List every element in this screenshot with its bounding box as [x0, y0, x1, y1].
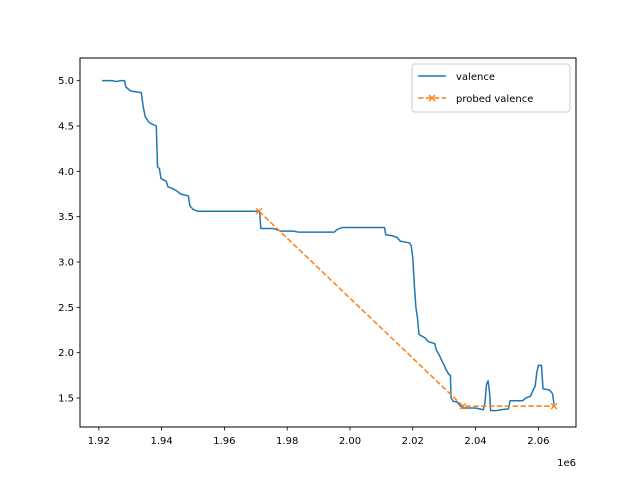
- y-tick-label: 4.0: [58, 167, 74, 178]
- ticks-layer: 1.92 1.94 1.96 1.98 2.00 2.02 2.04 2.06 1.5 2.0 2.…: [58, 76, 549, 447]
- legend-marker-probed-valence: [428, 94, 436, 102]
- legend-label-valence: valence: [456, 72, 495, 83]
- x-tick-label: 2.02: [402, 436, 424, 447]
- y-tick-label: 2.0: [58, 348, 74, 359]
- x-tick-label: 1.94: [150, 436, 172, 447]
- data-point-probed-valence-0: [255, 207, 263, 215]
- y-tick-label: 4.5: [58, 121, 74, 132]
- y-tick-label: 3.5: [58, 212, 74, 223]
- x-offset-label: 1e6: [557, 458, 576, 469]
- data-point-probed-valence-2: [550, 402, 558, 410]
- y-tick-label: 1.5: [58, 393, 74, 404]
- x-tick-label: 1.98: [276, 436, 298, 447]
- x-tick-label: 1.96: [213, 436, 235, 447]
- x-tick-label: 2.00: [339, 436, 361, 447]
- x-tick-label: 1.92: [88, 436, 110, 447]
- legend-frame: [411, 63, 571, 113]
- plot-frame: [79, 57, 577, 428]
- plot-layer: [101, 79, 558, 412]
- legend-label-probed-valence: probed valence: [456, 94, 533, 105]
- y-tick-label: 3.0: [58, 257, 74, 268]
- legend: valence probed valence: [411, 63, 571, 113]
- x-tick-label: 2.06: [527, 436, 549, 447]
- series-line-valence: [101, 79, 555, 412]
- y-tick-label: 5.0: [58, 76, 74, 87]
- y-tick-label: 2.5: [58, 303, 74, 314]
- series-line-probed-valence: [258, 210, 555, 407]
- x-tick-label: 2.04: [464, 436, 486, 447]
- data-point-probed-valence-1: [459, 402, 467, 410]
